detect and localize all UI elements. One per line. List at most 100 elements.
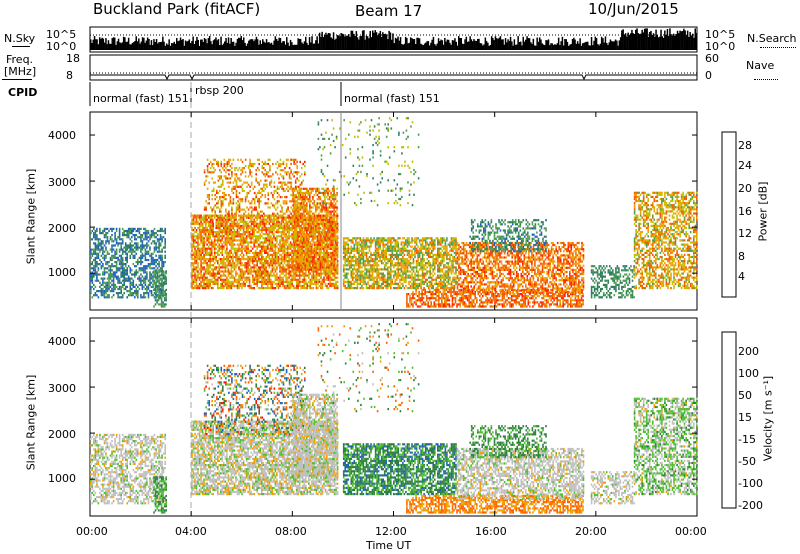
power-cell [279, 280, 281, 283]
power-cell [254, 282, 257, 285]
power-cell [156, 263, 159, 266]
power-cell [147, 229, 150, 233]
power-cell [320, 282, 322, 285]
power-cell [94, 292, 97, 295]
power-cell [285, 162, 288, 166]
power-cell [267, 235, 269, 238]
power-cell [216, 225, 218, 228]
power-cell [238, 191, 241, 195]
power-cell [147, 296, 150, 299]
noise-bar [569, 44, 571, 50]
power-cell [239, 243, 242, 246]
power-cell [273, 214, 276, 217]
power-cell [285, 200, 288, 203]
power-cell [242, 274, 245, 277]
power-cell [317, 287, 319, 290]
power-cell [283, 239, 286, 242]
power-cell [143, 232, 145, 235]
power-cell [248, 235, 251, 238]
power-cell [201, 251, 204, 254]
power-cell [204, 241, 207, 244]
power-cell [123, 263, 125, 266]
power-cell [217, 241, 219, 244]
power-cell [205, 208, 207, 211]
power-cell [303, 287, 306, 290]
vel-cb-tick-100: 100 [738, 367, 759, 380]
power-cell [279, 162, 282, 166]
power-cell [285, 196, 288, 199]
power-cell [213, 274, 216, 277]
power-cell [121, 275, 124, 278]
power-cell [159, 287, 162, 291]
power-cell [144, 296, 147, 299]
power-cell [212, 235, 214, 238]
power-cell [231, 206, 233, 209]
power-cell [264, 237, 266, 240]
power-cell [99, 248, 101, 251]
power-cell [226, 278, 228, 281]
power-cell [246, 194, 248, 197]
noise-bar [648, 32, 651, 50]
power-cell [223, 231, 225, 234]
power-cell [114, 234, 116, 237]
power-cell [94, 267, 97, 270]
power-cell [241, 262, 243, 265]
power-cell [127, 290, 130, 293]
power-cell [222, 167, 224, 170]
noise-bar [403, 43, 406, 50]
power-cell [226, 216, 228, 219]
power-cell [244, 284, 246, 288]
power-cell [295, 229, 297, 232]
power-cell [259, 249, 262, 252]
power-cell [210, 229, 213, 232]
noise-bar [231, 41, 234, 50]
power-cell [226, 160, 229, 163]
power-cell [192, 264, 195, 267]
power-cell [282, 243, 284, 246]
noise-bar [656, 35, 658, 50]
power-cell [235, 189, 238, 192]
power-cell [280, 216, 283, 219]
power-cell [256, 212, 259, 215]
power-cell [195, 268, 198, 271]
power-cell [297, 282, 299, 285]
noise-bar [674, 35, 676, 50]
power-cell [269, 181, 271, 184]
noise-bar [490, 36, 493, 50]
power-cell [210, 226, 213, 230]
noise-bar [416, 37, 418, 50]
power-cell [238, 208, 241, 211]
power-cell [247, 216, 250, 219]
power-cell [105, 236, 107, 239]
power-cell [156, 295, 158, 298]
noise-bar [447, 39, 450, 50]
power-cell [232, 270, 234, 273]
power-cell [274, 237, 277, 240]
power-cell [163, 280, 166, 283]
power-cell [268, 278, 271, 281]
power-cell [326, 284, 328, 288]
power-cell [192, 278, 195, 281]
power-cell [205, 223, 207, 226]
power-cell [161, 236, 163, 239]
power-cell [229, 264, 231, 267]
power-cell [102, 229, 104, 233]
power-cell [288, 200, 291, 203]
power-cell [97, 256, 100, 259]
power-cell [240, 169, 242, 172]
power-cell [103, 234, 106, 237]
power-cell [146, 252, 148, 255]
power-cell [245, 264, 248, 267]
power-cell [230, 258, 233, 261]
power-cell [235, 274, 237, 277]
power-cell [321, 266, 324, 269]
power-cell [279, 210, 282, 213]
power-cell [301, 287, 304, 290]
noise-bar [523, 41, 526, 50]
power-cell [111, 246, 113, 249]
power-cell [288, 258, 290, 261]
power-cell [90, 232, 92, 235]
power-cell [96, 229, 98, 233]
power-cell [140, 267, 142, 270]
power-cell [232, 235, 234, 238]
